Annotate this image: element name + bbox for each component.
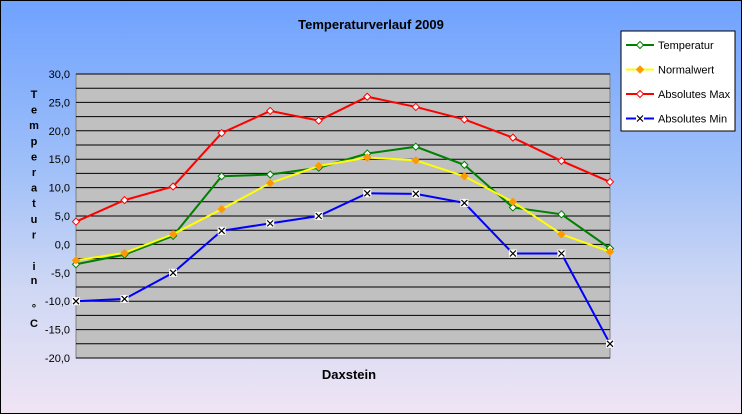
series-normalwert bbox=[71, 153, 615, 265]
data-point bbox=[508, 197, 518, 207]
data-point bbox=[218, 227, 226, 235]
y-axis-label-char: e bbox=[31, 151, 37, 163]
data-point bbox=[266, 219, 274, 227]
data-point bbox=[411, 102, 421, 112]
y-axis-label-char: i bbox=[32, 261, 35, 273]
data-point bbox=[557, 156, 566, 166]
series-absolutes-min bbox=[72, 189, 614, 348]
data-point bbox=[71, 256, 81, 265]
series-line bbox=[75, 156, 611, 262]
legend-item: Temperatur bbox=[626, 40, 714, 52]
y-tick-label: -5,0 bbox=[51, 268, 70, 280]
legend-item: Absolutes Max bbox=[626, 89, 731, 101]
data-point bbox=[217, 204, 226, 214]
data-point bbox=[265, 170, 275, 179]
y-axis-label-char: ° bbox=[32, 303, 36, 315]
data-point bbox=[217, 128, 226, 138]
data-point bbox=[363, 153, 372, 162]
series-line bbox=[75, 192, 611, 345]
data-point bbox=[557, 210, 566, 219]
data-point bbox=[460, 199, 468, 207]
y-tick-label: -10,0 bbox=[45, 296, 70, 308]
data-point bbox=[120, 195, 129, 205]
y-tick-label: 15,0 bbox=[49, 154, 70, 166]
data-point bbox=[217, 172, 226, 181]
data-point bbox=[635, 65, 645, 74]
series-absolutes-max bbox=[71, 92, 615, 226]
data-point bbox=[363, 189, 371, 197]
data-point bbox=[509, 250, 517, 257]
y-axis-label-char: u bbox=[31, 214, 38, 226]
data-point bbox=[363, 92, 372, 101]
legend-label: Absolutes Min bbox=[658, 114, 727, 126]
data-point bbox=[265, 106, 275, 116]
data-point bbox=[508, 133, 518, 142]
y-axis-label-char: p bbox=[31, 136, 38, 148]
data-point bbox=[314, 116, 323, 125]
series-layer bbox=[71, 92, 615, 348]
y-tick-label: 20,0 bbox=[49, 126, 70, 138]
y-axis-label-char: e bbox=[31, 105, 37, 117]
y-tick-labels: 30,0 25,0 20,0 15,0 10,0 5,0 0,0 -5,0 -10,0 -15,0… bbox=[45, 69, 70, 365]
data-point bbox=[412, 190, 420, 198]
gridlines bbox=[76, 73, 610, 359]
legend-label: Normalwert bbox=[658, 65, 714, 77]
legend-item: Normalwert bbox=[626, 65, 714, 77]
data-point bbox=[265, 178, 275, 188]
legend-item: Absolutes Min bbox=[626, 114, 727, 126]
data-point bbox=[71, 217, 81, 226]
data-point bbox=[315, 212, 323, 220]
data-point bbox=[605, 177, 615, 187]
data-point bbox=[121, 295, 128, 303]
legend: Temperatur Normalwert Absolutes Max Absolut… bbox=[620, 30, 736, 132]
series-line bbox=[75, 145, 611, 266]
legend-label: Absolutes Max bbox=[658, 89, 731, 101]
data-point bbox=[120, 248, 129, 258]
data-point bbox=[314, 161, 323, 171]
y-axis-label-char: r bbox=[32, 229, 37, 241]
data-point bbox=[558, 250, 565, 257]
data-point bbox=[411, 142, 421, 151]
y-axis-label-char: a bbox=[31, 183, 38, 195]
y-tick-label: 10,0 bbox=[49, 183, 70, 195]
y-axis-label-char: C bbox=[30, 318, 38, 330]
y-axis-label-char: m bbox=[29, 120, 39, 132]
data-point bbox=[411, 156, 421, 165]
data-point bbox=[460, 115, 469, 124]
data-point bbox=[460, 160, 469, 170]
data-point bbox=[635, 40, 645, 50]
data-point bbox=[460, 172, 469, 181]
series-line bbox=[75, 95, 611, 223]
data-point bbox=[508, 203, 518, 212]
y-tick-label: 25,0 bbox=[49, 97, 70, 109]
data-point bbox=[606, 340, 614, 348]
data-point bbox=[636, 115, 644, 122]
chart-title: Temperaturverlauf 2009 bbox=[298, 17, 444, 32]
y-axis-label-char: T bbox=[31, 89, 38, 101]
legend-label: Temperatur bbox=[658, 40, 714, 52]
data-point bbox=[169, 269, 177, 277]
data-point bbox=[168, 182, 178, 191]
x-axis-label: Daxstein bbox=[322, 367, 376, 382]
y-tick-label: -15,0 bbox=[45, 325, 70, 337]
y-tick-label: -20,0 bbox=[45, 353, 70, 365]
y-axis-label-char: t bbox=[32, 198, 36, 210]
data-point bbox=[635, 89, 645, 99]
data-point bbox=[605, 247, 615, 256]
data-point bbox=[557, 229, 566, 239]
data-point bbox=[72, 297, 80, 305]
y-tick-label: 30,0 bbox=[49, 69, 70, 81]
y-axis-label-char: r bbox=[32, 167, 37, 179]
data-point bbox=[168, 229, 178, 239]
y-tick-label: 5,0 bbox=[55, 211, 70, 223]
y-axis-label-char: n bbox=[31, 275, 38, 287]
y-tick-label: 0,0 bbox=[55, 239, 70, 251]
